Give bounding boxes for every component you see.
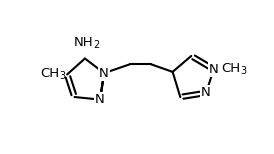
Text: N: N — [95, 93, 105, 106]
Text: CH: CH — [41, 67, 60, 80]
Text: 2: 2 — [93, 40, 99, 50]
Text: 3: 3 — [59, 71, 65, 81]
Text: 3: 3 — [240, 66, 246, 76]
Text: N: N — [201, 86, 211, 99]
Text: CH: CH — [221, 61, 240, 75]
Text: NH: NH — [74, 36, 93, 49]
Text: N: N — [209, 63, 219, 76]
Text: N: N — [99, 67, 109, 80]
